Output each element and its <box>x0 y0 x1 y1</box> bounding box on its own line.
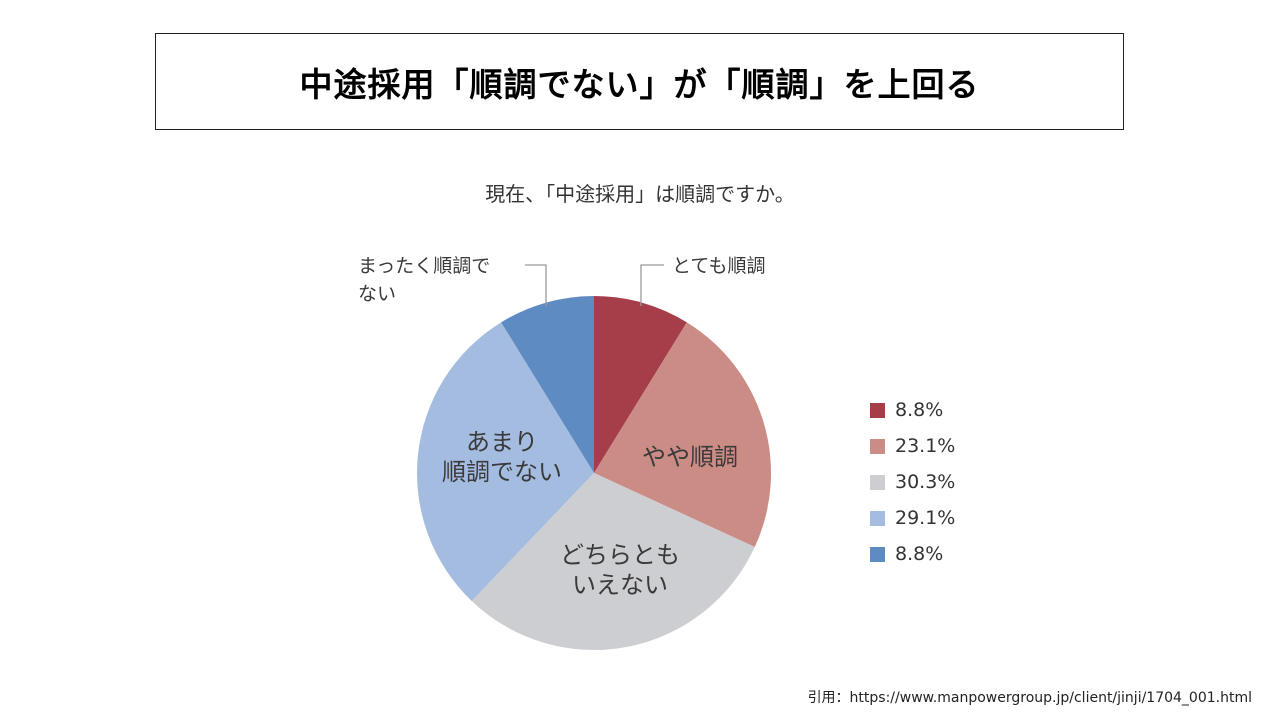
pie-slice-5 <box>501 296 594 473</box>
legend-swatch <box>870 402 885 418</box>
title-box: 中途採用「順調でない」が「順調」を上回る <box>155 33 1124 130</box>
legend-item: 8.8% <box>870 536 955 572</box>
legend-value: 29.1% <box>895 507 956 529</box>
pie-slice-1 <box>594 296 687 473</box>
pie-slice-3 <box>471 473 755 651</box>
leader-line-5 <box>525 264 547 306</box>
legend: 8.8% 23.1% 30.3% 29.1% 8.8% <box>870 392 955 572</box>
legend-item: 29.1% <box>870 500 955 536</box>
pie-slice-2 <box>594 322 771 548</box>
slice-label-1: とても順調 <box>672 255 765 277</box>
chart-title: 現在、「中途採用」は順調ですか。 <box>485 182 795 206</box>
legend-item: 23.1% <box>870 428 955 464</box>
legend-item: 8.8% <box>870 392 955 428</box>
legend-swatch <box>870 510 885 526</box>
legend-swatch <box>870 474 885 490</box>
slice-label-5: まったく順調でない <box>358 255 490 305</box>
legend-swatch <box>870 546 885 562</box>
legend-value: 8.8% <box>895 399 944 421</box>
legend-value: 30.3% <box>895 471 956 493</box>
pie-slice-4 <box>417 322 594 601</box>
source-citation: 引用：https://www.manpowergroup.jp/client/j… <box>807 690 1252 706</box>
slice-label-4: あまり順調でない <box>442 428 562 486</box>
legend-item: 30.3% <box>870 464 955 500</box>
slice-label-3: どちらともいえない <box>560 541 680 599</box>
legend-value: 8.8% <box>895 543 944 565</box>
slice-label-2: やや順調 <box>642 443 738 471</box>
leader-line-1 <box>640 264 664 306</box>
page-title: 中途採用「順調でない」が「順調」を上回る <box>299 64 980 104</box>
legend-value: 23.1% <box>895 435 956 457</box>
legend-swatch <box>870 438 885 454</box>
